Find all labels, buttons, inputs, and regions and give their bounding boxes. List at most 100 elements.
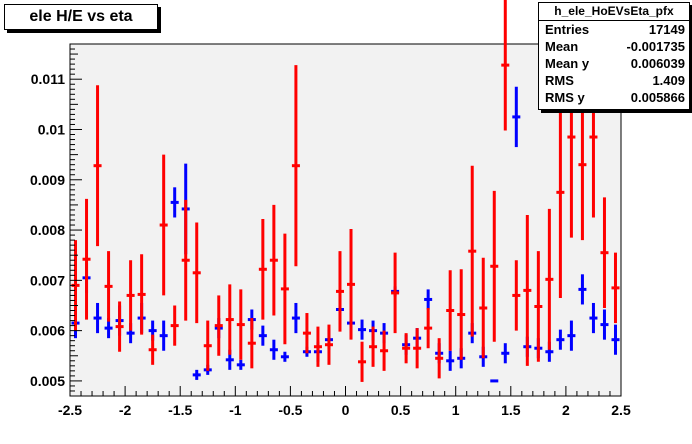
stat-label: RMS bbox=[545, 73, 574, 88]
data-point bbox=[159, 154, 168, 296]
data-point bbox=[137, 254, 146, 335]
stat-mean: Mean -0.001735 bbox=[539, 38, 689, 55]
data-point bbox=[578, 89, 587, 241]
data-point bbox=[413, 328, 422, 369]
y-tick-label: 0.005 bbox=[30, 373, 65, 389]
stat-label: Mean bbox=[545, 39, 579, 54]
stat-rms: RMS 1.409 bbox=[539, 72, 689, 89]
data-point bbox=[93, 85, 102, 247]
plot-frame bbox=[69, 43, 622, 397]
data-point bbox=[567, 320, 576, 351]
data-point bbox=[82, 198, 91, 320]
x-tick-label: -1.5 bbox=[168, 402, 192, 418]
y-tick-label: 0.01 bbox=[38, 121, 65, 137]
series-layer bbox=[71, 0, 620, 383]
data-point bbox=[578, 274, 587, 305]
data-point bbox=[391, 252, 400, 334]
data-point bbox=[380, 330, 389, 371]
stats-box: h_ele_HoEVsEta_pfx Entries 17149 Mean -0… bbox=[538, 2, 690, 110]
data-point bbox=[446, 350, 455, 371]
data-point bbox=[115, 301, 124, 352]
data-point bbox=[203, 320, 212, 371]
data-point bbox=[181, 199, 190, 321]
data-point bbox=[291, 302, 300, 334]
data-point bbox=[611, 252, 620, 324]
x-tick-label: -2.5 bbox=[58, 402, 82, 418]
data-point bbox=[358, 341, 367, 382]
data-point bbox=[358, 319, 367, 340]
data-point bbox=[258, 218, 267, 320]
data-point bbox=[589, 302, 598, 334]
stat-value: -0.001735 bbox=[626, 39, 685, 54]
data-point bbox=[93, 302, 102, 334]
data-point bbox=[435, 338, 444, 379]
data-point bbox=[247, 318, 256, 369]
stat-entries: Entries 17149 bbox=[539, 21, 689, 38]
data-point bbox=[324, 324, 333, 365]
data-point bbox=[236, 359, 245, 370]
data-point bbox=[104, 251, 113, 322]
x-tick-label: -0.5 bbox=[278, 402, 302, 418]
data-point bbox=[523, 214, 532, 366]
x-tick-label: -2 bbox=[119, 402, 132, 418]
data-point bbox=[192, 369, 201, 380]
data-point bbox=[545, 208, 554, 350]
data-point bbox=[313, 326, 322, 367]
data-point bbox=[269, 339, 278, 360]
axes-layer: -2.5 -2 -1.5 -1 -0.5 0 0.5 1 1.5 2 2.5 0.005 0.006 0.… bbox=[30, 43, 631, 418]
x-tick-label: 0.5 bbox=[391, 402, 411, 418]
data-point bbox=[335, 251, 344, 332]
stat-value: 1.409 bbox=[652, 73, 685, 88]
data-point bbox=[236, 289, 245, 360]
stats-title: h_ele_HoEVsEta_pfx bbox=[539, 3, 689, 21]
data-point bbox=[512, 260, 521, 331]
stat-rms-y: RMS y 0.005866 bbox=[539, 89, 689, 106]
data-point bbox=[214, 295, 223, 356]
data-point bbox=[402, 333, 411, 364]
data-point bbox=[269, 204, 278, 316]
data-point bbox=[611, 324, 620, 355]
stat-label: Entries bbox=[545, 22, 590, 37]
data-point bbox=[225, 284, 234, 355]
data-point bbox=[258, 325, 267, 346]
data-point bbox=[291, 65, 300, 267]
data-point bbox=[600, 309, 609, 340]
stat-label: Mean y bbox=[545, 56, 590, 71]
y-tick-label: 0.009 bbox=[30, 172, 65, 188]
x-tick-label: -1 bbox=[229, 402, 242, 418]
data-point bbox=[280, 233, 289, 345]
data-point bbox=[446, 270, 455, 351]
data-point bbox=[424, 308, 433, 349]
data-point bbox=[457, 269, 466, 360]
y-tick-label: 0.008 bbox=[30, 222, 65, 238]
data-point bbox=[159, 320, 168, 351]
data-point bbox=[512, 86, 521, 148]
stat-value: 0.006039 bbox=[630, 56, 685, 71]
data-point bbox=[501, 0, 510, 131]
data-point bbox=[424, 289, 433, 310]
data-point bbox=[600, 197, 609, 308]
x-tick-label: 1 bbox=[452, 402, 460, 418]
x-tick-label: 2 bbox=[562, 402, 570, 418]
data-point bbox=[347, 229, 356, 340]
stat-label: RMS y bbox=[545, 90, 585, 105]
data-point bbox=[556, 329, 565, 350]
chart-title: ele H/E vs eta bbox=[4, 4, 158, 30]
data-point bbox=[280, 351, 289, 362]
x-tick-label: 0 bbox=[342, 402, 350, 418]
data-point bbox=[501, 343, 510, 364]
data-point bbox=[369, 326, 378, 367]
x-tick-label: 1.5 bbox=[501, 402, 521, 418]
stat-value: 0.005866 bbox=[630, 90, 685, 105]
data-point bbox=[302, 313, 311, 354]
data-point bbox=[468, 165, 477, 337]
data-point bbox=[479, 257, 488, 359]
y-tick-label: 0.007 bbox=[30, 272, 65, 288]
data-point bbox=[556, 86, 565, 298]
series-group bbox=[71, 0, 620, 382]
stat-value: 17149 bbox=[648, 22, 685, 37]
data-point bbox=[534, 251, 543, 362]
x-tick-label: 2.5 bbox=[611, 402, 631, 418]
y-tick-label: 0.006 bbox=[30, 323, 65, 339]
